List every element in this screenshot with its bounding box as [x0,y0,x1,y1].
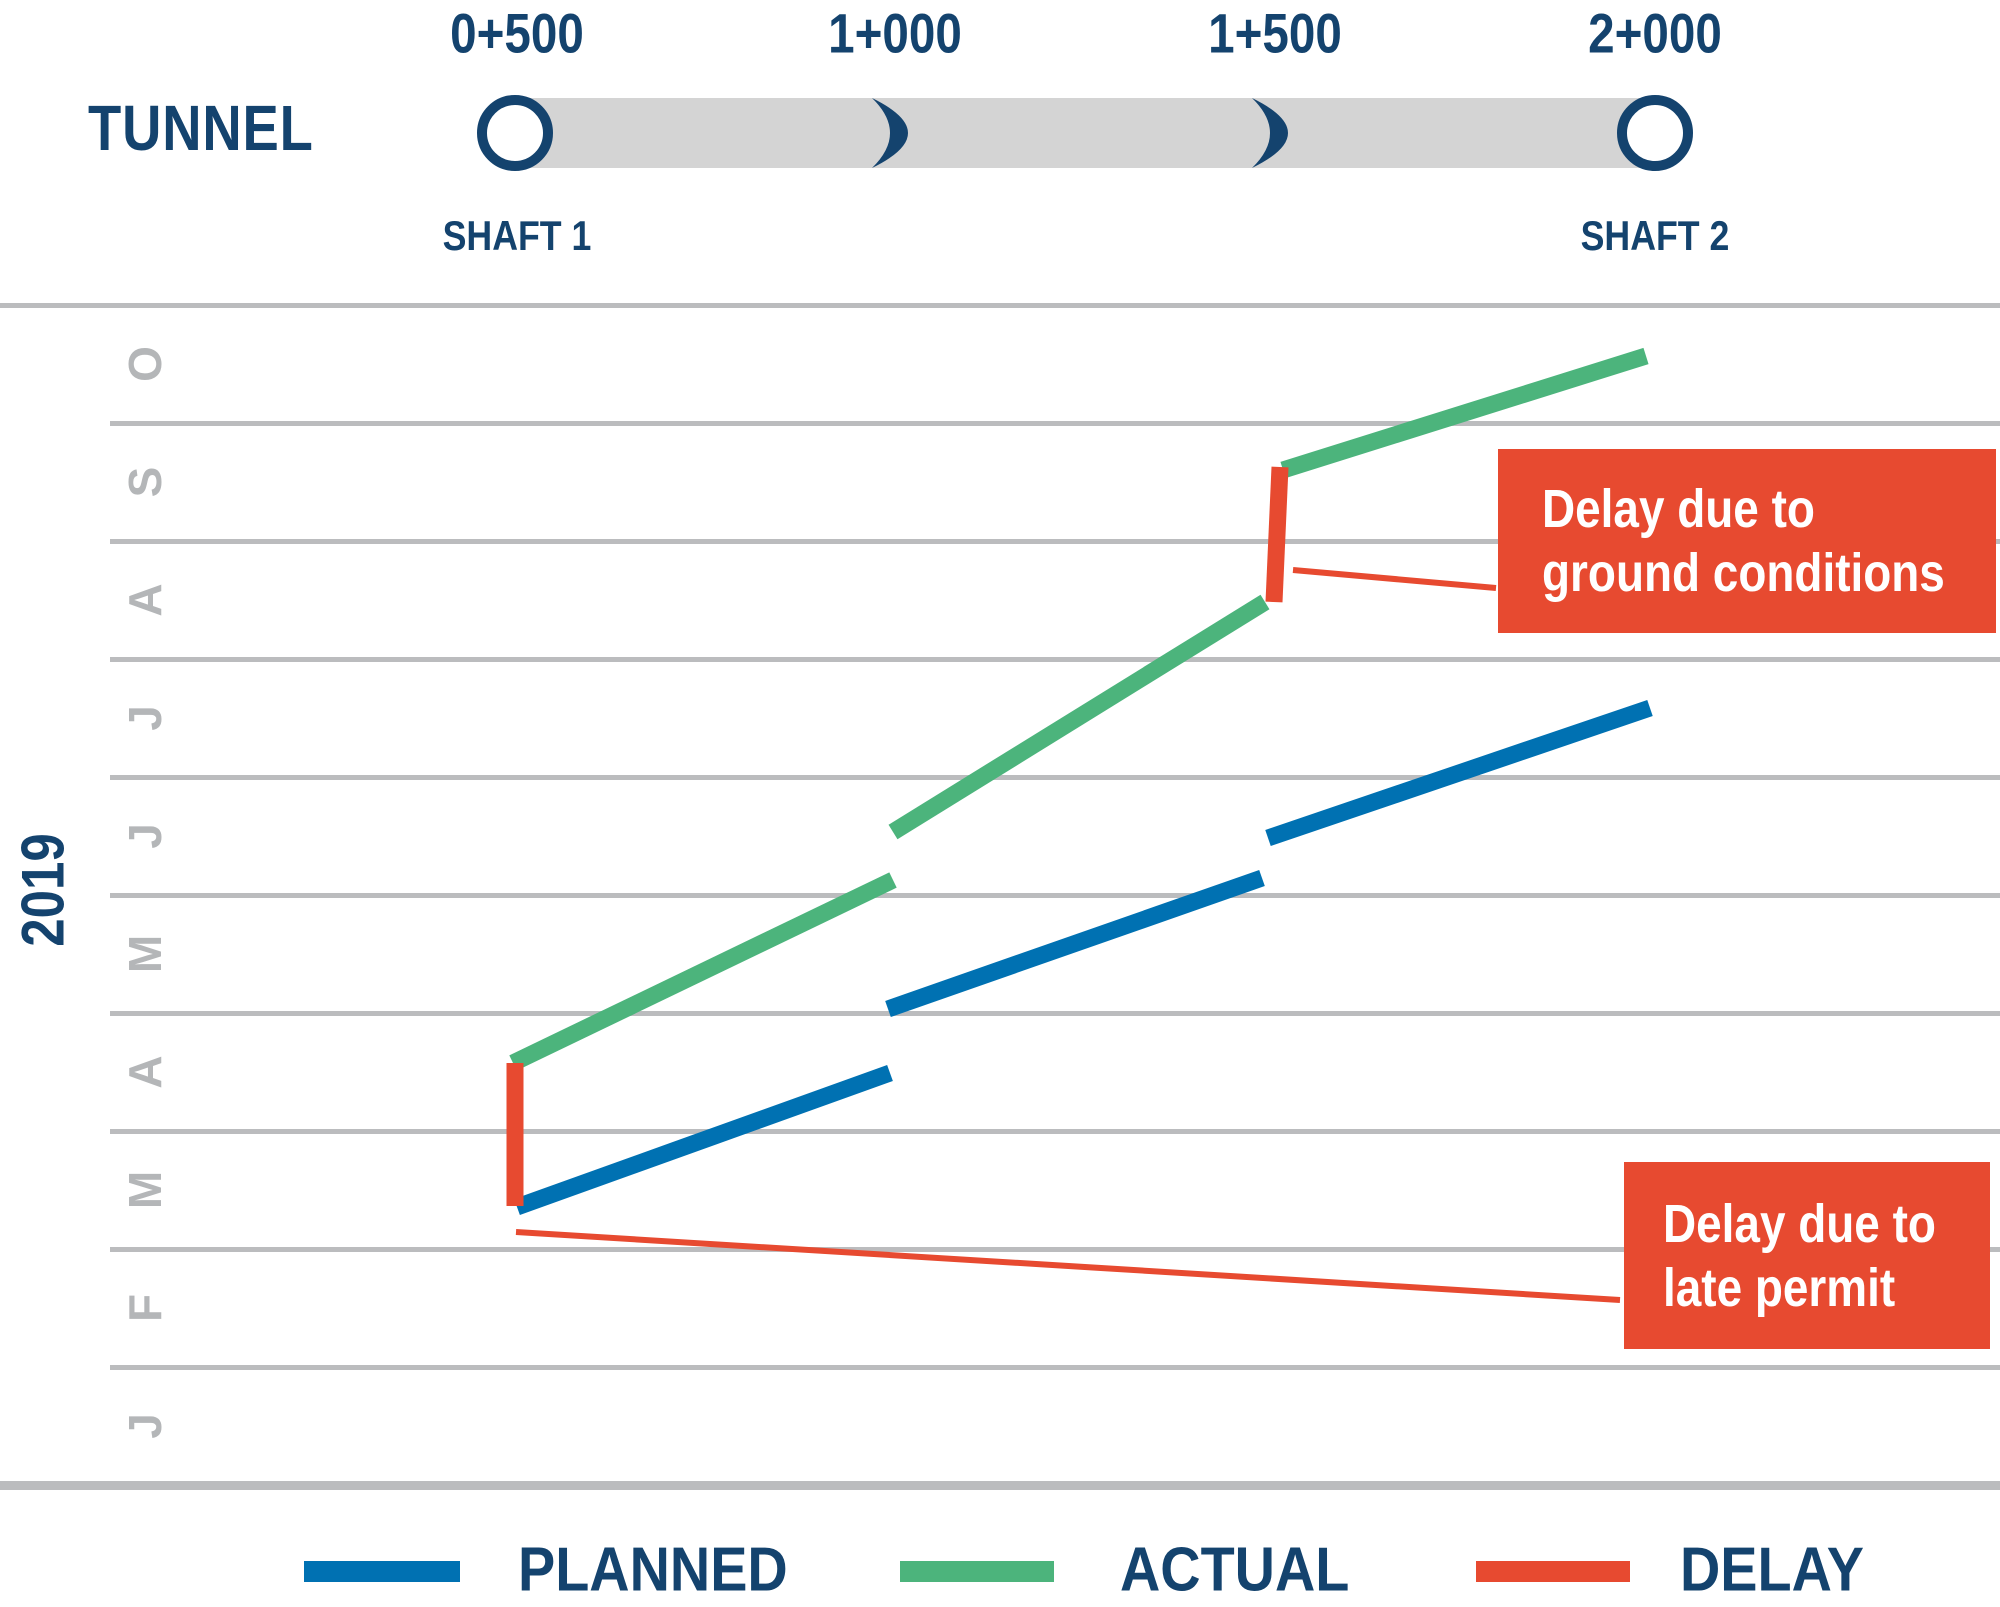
planned-line-segment [885,869,1265,1018]
legend-label-delay: DELAY [1680,1535,1864,1605]
gridline [110,1364,2000,1370]
delay-bar [1265,466,1289,603]
gridline [110,656,2000,662]
gridline [110,420,2000,426]
shaft-2-icon [1617,95,1693,171]
gridline [110,1128,2000,1134]
chainage-label-0+500: 0+500 [450,1,584,65]
delay-leader-line [515,1229,1621,1303]
gridline [110,774,2000,780]
shaft-1-icon [477,95,553,171]
shaft-2-label: SHAFT 2 [1580,212,1730,259]
planned-line-segment [1265,699,1653,847]
callout-late-permit: Delay due to late permit [1624,1162,1990,1349]
gridline [110,1010,2000,1016]
legend-swatch-delay [1476,1561,1630,1582]
gridline [110,892,2000,898]
tunnel-bracket-icon [872,98,908,168]
legend-label-planned: PLANNED [518,1535,788,1605]
legend-swatch-planned [304,1561,460,1582]
gridline-top [0,302,2000,308]
chainage-label-2+000: 2+000 [1588,1,1722,65]
gridline-bottom [0,1480,2000,1490]
tunnel-bar [515,98,1658,168]
gridline [110,1246,2000,1252]
legend-swatch-actual [900,1561,1054,1582]
legend-label-actual: ACTUAL [1120,1535,1350,1605]
callout-line: late permit [1663,1257,1896,1318]
actual-line-segment [509,872,897,1071]
callout-line: Delay due to [1663,1193,1936,1254]
planned-line-segment [514,1065,893,1215]
callout-ground-conditions: Delay due to ground conditions [1498,449,1996,633]
delay-leader-line [1292,567,1497,591]
chainage-label-1+000: 1+000 [828,1,962,65]
tunnel-bracket-icon [1252,98,1288,168]
gridline [110,538,2000,544]
actual-line-segment [888,594,1270,840]
shaft-1-label: SHAFT 1 [442,212,592,259]
callout-line: Delay due to [1542,479,1815,539]
chainage-label-1+500: 1+500 [1208,1,1342,65]
callout-line: ground conditions [1542,543,1945,603]
actual-line-segment [1280,347,1649,479]
tunnel-title: TUNNEL [88,92,314,165]
